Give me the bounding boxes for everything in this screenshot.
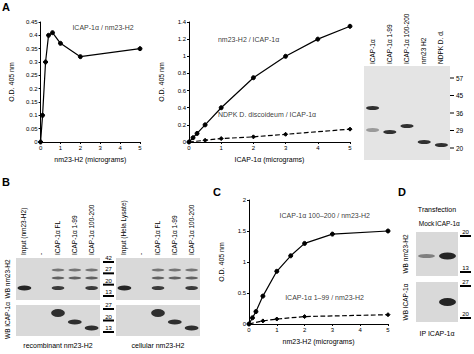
- svg-text:27: 27: [462, 279, 469, 285]
- svg-text:B: B: [2, 176, 10, 188]
- svg-text:0.2: 0.2: [29, 86, 38, 92]
- svg-text:4: 4: [118, 145, 122, 151]
- svg-text:2: 2: [252, 145, 256, 151]
- svg-text:ICAP-1α FL: ICAP-1α FL: [154, 221, 161, 255]
- svg-text:45: 45: [456, 92, 464, 99]
- svg-text:1: 1: [183, 53, 187, 59]
- svg-text:3: 3: [284, 145, 288, 151]
- svg-text:13: 13: [105, 289, 112, 295]
- svg-text:recombinant nm23-H2: recombinant nm23-H2: [23, 342, 92, 349]
- svg-text:13: 13: [105, 325, 112, 331]
- svg-text:NDPK D. d.: NDPK D. d.: [437, 30, 444, 64]
- svg-text:0.5: 0.5: [238, 290, 247, 296]
- svg-text:42: 42: [105, 255, 112, 261]
- svg-text:ICAP-1α 100-200: ICAP-1α 100-200: [403, 13, 410, 64]
- svg-text:2: 2: [243, 197, 247, 203]
- svg-text:4: 4: [316, 145, 320, 151]
- svg-text:0.6: 0.6: [178, 88, 187, 94]
- svg-text:ICAP-1α 1-99: ICAP-1α 1-99: [386, 24, 393, 64]
- svg-text:cellular nm23-H2: cellular nm23-H2: [132, 342, 185, 349]
- svg-text:29: 29: [456, 127, 464, 134]
- svg-text:Input (nm23-H2): Input (nm23-H2): [20, 208, 28, 255]
- svg-text:ICAP-1α / nm23-H2: ICAP-1α / nm23-H2: [72, 24, 133, 31]
- svg-text:ICAP-1α: ICAP-1α: [435, 220, 460, 227]
- svg-text:0: 0: [39, 145, 43, 151]
- svg-text:0.1: 0.1: [29, 112, 38, 118]
- svg-text:nm23-H2 / ICAP-1α: nm23-H2 / ICAP-1α: [218, 36, 279, 43]
- svg-text:27: 27: [105, 266, 112, 272]
- svg-text:3: 3: [99, 145, 103, 151]
- svg-text:O.D. 405 nm: O.D. 405 nm: [158, 62, 165, 102]
- svg-text:0.2: 0.2: [178, 122, 187, 128]
- svg-text:1: 1: [275, 327, 279, 333]
- svg-text:5: 5: [138, 145, 142, 151]
- svg-text:27: 27: [105, 302, 112, 308]
- svg-text:0.15: 0.15: [26, 99, 38, 105]
- svg-text:D: D: [398, 186, 406, 198]
- svg-text:3: 3: [331, 327, 335, 333]
- svg-text:ICAP-1α 100–200 / nm23-H2: ICAP-1α 100–200 / nm23-H2: [280, 212, 371, 219]
- svg-text:2: 2: [303, 327, 307, 333]
- svg-text:20: 20: [462, 229, 469, 235]
- svg-text:20: 20: [105, 314, 112, 320]
- svg-text:5: 5: [386, 327, 390, 333]
- svg-text:O.D. 405 nm: O.D. 405 nm: [8, 62, 15, 102]
- svg-text:1.4: 1.4: [178, 19, 187, 25]
- svg-text:Transfection: Transfection: [418, 206, 456, 213]
- svg-text:13: 13: [462, 265, 469, 271]
- svg-text:0.4: 0.4: [29, 32, 38, 38]
- svg-text:WB ICAP-1α: WB ICAP-1α: [402, 283, 409, 320]
- svg-text:57: 57: [456, 75, 464, 82]
- svg-text:-: -: [37, 253, 44, 255]
- svg-text:0: 0: [34, 139, 38, 145]
- svg-text:ICAP-1α 100-200: ICAP-1α 100-200: [188, 204, 195, 255]
- svg-text:0: 0: [243, 321, 247, 327]
- svg-text:0: 0: [247, 327, 251, 333]
- svg-text:nm23-H2 (micrograms): nm23-H2 (micrograms): [54, 156, 126, 164]
- svg-text:5: 5: [348, 145, 352, 151]
- svg-text:ICAP-1α 1-99: ICAP-1α 1-99: [71, 215, 78, 255]
- svg-text:Mock: Mock: [419, 220, 435, 227]
- svg-text:20: 20: [462, 311, 469, 317]
- svg-text:nm23-H2 (micrograms): nm23-H2 (micrograms): [283, 338, 355, 346]
- svg-text:20: 20: [456, 145, 464, 152]
- svg-text:ICAP-1α: ICAP-1α: [369, 39, 376, 64]
- svg-text:nm23 H2: nm23 H2: [420, 37, 427, 64]
- svg-text:WB nm23-H2: WB nm23-H2: [402, 234, 409, 273]
- svg-text:Input (Hela Lysate): Input (Hela Lysate): [120, 200, 128, 255]
- svg-text:ICAP-1α FL: ICAP-1α FL: [54, 221, 61, 255]
- svg-text:36: 36: [456, 110, 464, 117]
- svg-text:0.3: 0.3: [29, 59, 38, 65]
- svg-text:C: C: [213, 186, 221, 198]
- svg-text:0: 0: [183, 139, 187, 145]
- svg-text:1: 1: [59, 145, 63, 151]
- svg-text:0: 0: [187, 145, 191, 151]
- svg-text:20: 20: [105, 278, 112, 284]
- svg-text:WB ICAP-1α: WB ICAP-1α: [4, 302, 11, 339]
- svg-text:1: 1: [243, 259, 247, 265]
- svg-text:0.05: 0.05: [26, 126, 38, 132]
- svg-text:-: -: [137, 253, 144, 255]
- svg-text:4: 4: [359, 327, 363, 333]
- svg-text:IP ICAP-1α: IP ICAP-1α: [419, 330, 454, 337]
- svg-text:O.D. 405 nm: O.D. 405 nm: [218, 242, 225, 282]
- svg-text:2: 2: [79, 145, 83, 151]
- svg-text:A: A: [2, 1, 10, 13]
- svg-text:1: 1: [220, 145, 224, 151]
- svg-text:0.35: 0.35: [26, 46, 38, 52]
- svg-text:0.45: 0.45: [26, 19, 38, 25]
- svg-text:0.25: 0.25: [26, 72, 38, 78]
- svg-text:ICAP-1α 1-99: ICAP-1α 1-99: [171, 215, 178, 255]
- svg-text:0.8: 0.8: [178, 70, 187, 76]
- svg-text:1.2: 1.2: [178, 36, 187, 42]
- svg-text:WB nm23-H2: WB nm23-H2: [4, 259, 11, 298]
- svg-text:ICAP-1α 100-200: ICAP-1α 100-200: [88, 204, 95, 255]
- svg-text:NDPK D. discoideum / ICAP-1α: NDPK D. discoideum / ICAP-1α: [218, 111, 316, 118]
- svg-text:1.5: 1.5: [238, 228, 247, 234]
- svg-text:ICAP-1α (micrograms): ICAP-1α (micrograms): [235, 156, 305, 164]
- svg-text:ICAP-1α 1–99 / nm23-H2: ICAP-1α 1–99 / nm23-H2: [285, 294, 364, 301]
- svg-text:0.4: 0.4: [178, 105, 187, 111]
